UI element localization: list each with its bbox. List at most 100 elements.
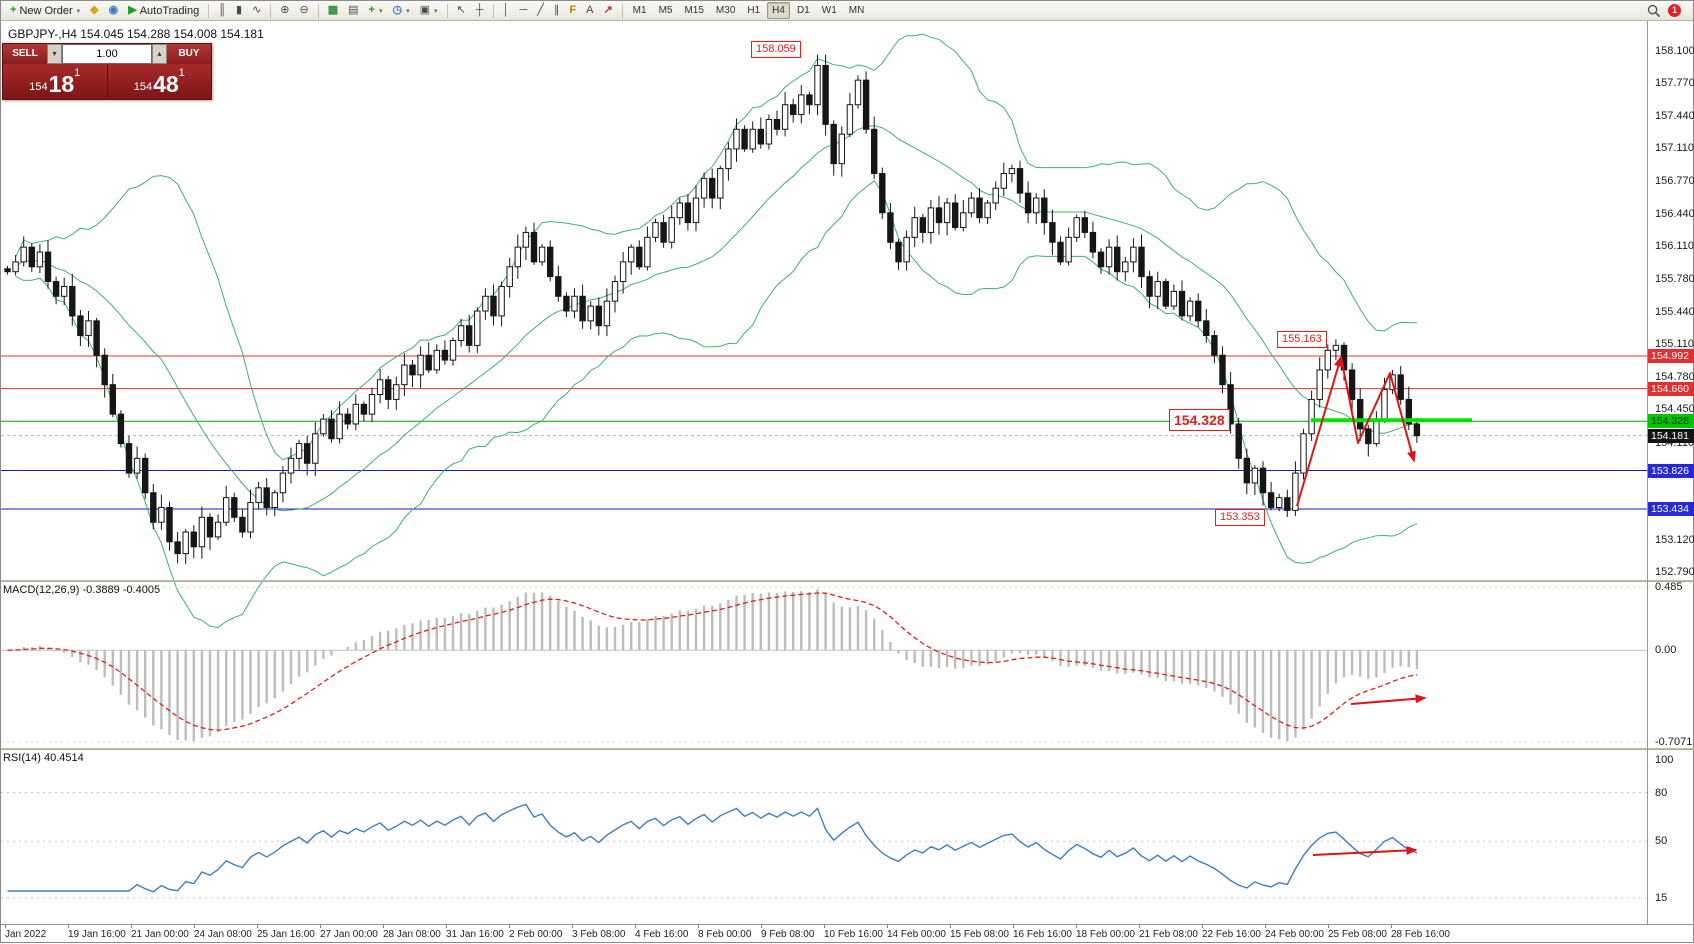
zigzag-projection-arrow[interactable] (1340, 356, 1416, 463)
timeframe-button-m15[interactable]: M15 (684, 5, 704, 16)
volume-input[interactable] (62, 44, 152, 64)
indicators-icon[interactable]: + ▾ (364, 1, 388, 20)
timeframe-button-m1[interactable]: M1 (632, 5, 647, 16)
price-axis-label: 155.780 (1655, 272, 1694, 285)
periods-icon[interactable]: ◷ ▾ (388, 1, 415, 20)
macd-direction-arrow[interactable] (1350, 694, 1427, 705)
time-axis-tick (824, 924, 825, 928)
bid-point-digit: 1 (74, 67, 81, 79)
ask-prefix: 154 (133, 81, 153, 93)
fibonacci-icon[interactable]: F (564, 1, 581, 20)
cursor-icon[interactable]: ↖ (452, 1, 471, 20)
volume-increase-button[interactable]: ▴ (152, 44, 167, 64)
templates-icon[interactable]: ▣ ▾ (415, 1, 443, 20)
timeframe-button-mn[interactable]: MN (848, 5, 865, 16)
timeframe-button-h1[interactable]: H1 (747, 5, 761, 16)
horizontal-line-icon[interactable]: ─ (514, 1, 532, 20)
time-axis-tick (1013, 924, 1014, 928)
bid-prefix: 154 (29, 81, 48, 93)
cascade-windows-icon[interactable]: ▤ (343, 1, 363, 20)
candles (4, 54, 1421, 565)
one-click-controls: SELL ▾ ▴ BUY (3, 44, 211, 64)
arrows-icon-glyph: ↗ (603, 4, 613, 16)
zoom-in-icon[interactable]: ⊕ (275, 1, 294, 20)
volume-decrease-button[interactable]: ▾ (47, 44, 62, 64)
time-axis-label: 31 Jan 16:00 (446, 929, 504, 940)
notification-badge[interactable]: 1 (1668, 4, 1681, 17)
timeframe-button-m5[interactable]: M5 (658, 5, 673, 16)
macd-histogram (14, 589, 1419, 742)
time-axis-label: 21 Feb 08:00 (1139, 929, 1198, 940)
rsi-line (7, 803, 1418, 893)
ask-price-button[interactable]: 154 48 1 (106, 64, 211, 99)
bar-chart-icon[interactable]: ║ (213, 1, 231, 20)
key-level-label[interactable]: 154.328 (1169, 409, 1230, 431)
rsi-direction-arrow[interactable] (1312, 845, 1418, 856)
time-axis-tick (1265, 924, 1266, 928)
text-icon[interactable]: A (581, 1, 598, 20)
candlestick-chart-icon[interactable]: ▮ (231, 1, 247, 20)
time-axis-label: 16 Feb 16:00 (1013, 929, 1072, 940)
periods-icon-glyph: ◷ (392, 4, 403, 16)
time-axis-label: 8 Feb 00:00 (698, 929, 752, 940)
new-order-button-glyph: + (10, 4, 17, 16)
rsi-panel-separator[interactable] (1, 748, 1694, 750)
vertical-line-icon[interactable]: │ (498, 1, 515, 20)
chat-icon[interactable]: ◉ (104, 1, 124, 20)
impulse-up-arrow[interactable] (1296, 355, 1343, 507)
macd-panel-separator[interactable] (1, 580, 1694, 582)
toolbar-separator (621, 3, 623, 18)
bid-big-digits: 18 (48, 71, 75, 97)
rsi-axis-label: 50 (1655, 835, 1668, 848)
rsi-axis-label: 80 (1655, 786, 1668, 799)
sell-button[interactable]: SELL (12, 48, 38, 59)
line-chart-icon-glyph: ∿ (252, 4, 262, 16)
time-axis-tick (5, 924, 6, 928)
chat-icon-glyph: ◉ (108, 4, 119, 16)
swing-low-label[interactable]: 153.353 (1215, 509, 1265, 526)
zoom-out-icon-glyph: ⊖ (299, 4, 309, 16)
tile-windows-icon[interactable]: ▦ (323, 1, 343, 20)
price-axis-label: 152.790 (1655, 566, 1694, 579)
timeframe-button-h4[interactable]: H4 (767, 2, 790, 19)
text-icon-glyph: A (586, 4, 594, 16)
time-axis-label: 18 Feb 00:00 (1076, 929, 1135, 940)
price-tag: 154.992 (1648, 348, 1694, 363)
new-order-button[interactable]: + New Order ▾ (5, 1, 85, 20)
bid-price-button[interactable]: 154 18 1 (3, 64, 107, 99)
buy-button[interactable]: BUY (178, 48, 200, 59)
cascade-windows-icon-glyph: ▤ (348, 4, 359, 16)
time-axis-tick (761, 924, 762, 928)
line-chart-icon[interactable]: ∿ (247, 1, 266, 20)
price-axis-label: 158.100 (1655, 44, 1694, 57)
time-axis-label: 22 Feb 16:00 (1202, 929, 1261, 940)
time-axis-label: Jan 2022 (5, 929, 47, 940)
vertical-line-icon-glyph: │ (502, 4, 510, 16)
price-tag: 154.181 (1648, 428, 1694, 443)
horizontal-line-icon-glyph: ─ (519, 4, 528, 16)
autotrading-button[interactable]: ▶ AutoTrading (123, 1, 204, 20)
time-axis-tick (257, 924, 258, 928)
arrows-icon[interactable]: ↗ (598, 1, 617, 20)
timeframe-button-m30[interactable]: M30 (715, 5, 736, 16)
zoom-out-icon[interactable]: ⊖ (295, 1, 314, 20)
time-axis-tick (509, 924, 510, 928)
metaeditor-icon[interactable]: ◆ (85, 1, 103, 20)
rsi-indicator-label: RSI(14) 40.4514 (3, 752, 84, 764)
toolbar-separator (317, 3, 319, 18)
time-axis-label: 24 Feb 00:00 (1265, 929, 1324, 940)
channel-icon[interactable]: ∥ (549, 1, 565, 20)
time-axis-tick (446, 924, 447, 928)
timeframe-button-d1[interactable]: D1 (796, 5, 810, 16)
search-icon[interactable] (1647, 4, 1661, 18)
time-axis-border (1, 924, 1694, 925)
crosshair-icon[interactable]: ┼ (471, 1, 489, 20)
chevron-down-icon: ▾ (434, 7, 438, 15)
time-axis-label: 27 Jan 00:00 (320, 929, 378, 940)
bounce-high-label[interactable]: 155.163 (1277, 331, 1327, 348)
timeframe-button-w1[interactable]: W1 (821, 5, 837, 16)
trendline-icon[interactable]: ╱ (532, 1, 549, 20)
swing-high-label[interactable]: 158.059 (751, 41, 801, 58)
